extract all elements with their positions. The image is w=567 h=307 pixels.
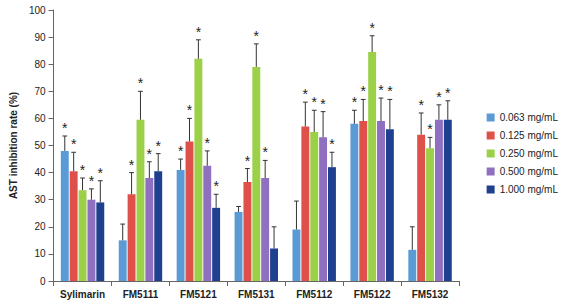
svg-text:*: * xyxy=(187,102,193,118)
svg-text:FM5132: FM5132 xyxy=(412,289,449,300)
svg-text:100: 100 xyxy=(29,5,46,16)
svg-text:*: * xyxy=(311,94,317,110)
svg-text:*: * xyxy=(205,135,211,151)
svg-text:*: * xyxy=(436,89,442,105)
svg-text:FM5112: FM5112 xyxy=(296,289,333,300)
svg-text:30: 30 xyxy=(34,194,46,205)
svg-text:60: 60 xyxy=(34,113,46,124)
svg-text:50: 50 xyxy=(34,140,46,151)
svg-text:*: * xyxy=(378,82,384,98)
svg-text:*: * xyxy=(254,28,260,44)
svg-text:FM5122: FM5122 xyxy=(354,289,391,300)
svg-text:70: 70 xyxy=(34,86,46,97)
svg-text:FM5131: FM5131 xyxy=(238,289,275,300)
svg-text:*: * xyxy=(71,136,77,152)
svg-text:*: * xyxy=(196,24,202,40)
svg-text:*: * xyxy=(147,146,153,162)
svg-text:*: * xyxy=(329,136,335,152)
svg-text:*: * xyxy=(178,143,184,159)
svg-text:10: 10 xyxy=(34,248,46,259)
svg-text:0: 0 xyxy=(40,276,46,287)
svg-text:Sylimarin: Sylimarin xyxy=(60,289,105,300)
svg-text:*: * xyxy=(352,94,358,110)
svg-text:1.000 mg/mL: 1.000 mg/mL xyxy=(500,184,559,195)
svg-text:90: 90 xyxy=(34,32,46,43)
svg-text:0.063 mg/mL: 0.063 mg/mL xyxy=(500,112,559,123)
svg-text:*: * xyxy=(213,178,219,194)
svg-text:*: * xyxy=(320,96,326,112)
svg-text:*: * xyxy=(445,85,451,101)
svg-text:*: * xyxy=(89,173,95,189)
svg-text:*: * xyxy=(138,75,144,91)
svg-text:*: * xyxy=(361,83,367,99)
svg-text:*: * xyxy=(427,121,433,137)
svg-text:80: 80 xyxy=(34,59,46,70)
svg-text:*: * xyxy=(62,120,68,136)
svg-text:*: * xyxy=(80,162,86,178)
svg-text:FM5121: FM5121 xyxy=(180,289,217,300)
svg-text:*: * xyxy=(387,83,393,99)
svg-text:0.125 mg/mL: 0.125 mg/mL xyxy=(500,130,559,141)
svg-text:*: * xyxy=(129,157,135,173)
svg-text:*: * xyxy=(155,138,161,154)
svg-text:0.500 mg/mL: 0.500 mg/mL xyxy=(500,166,559,177)
svg-text:*: * xyxy=(262,144,268,160)
svg-text:*: * xyxy=(418,97,424,113)
svg-text:*: * xyxy=(303,86,309,102)
svg-text:*: * xyxy=(369,20,375,36)
svg-text:40: 40 xyxy=(34,167,46,178)
svg-text:FM5111: FM5111 xyxy=(123,289,159,300)
svg-text:*: * xyxy=(245,153,251,169)
svg-text:*: * xyxy=(98,165,104,181)
svg-text:20: 20 xyxy=(34,221,46,232)
svg-text:0.250 mg/mL: 0.250 mg/mL xyxy=(500,148,559,159)
svg-text:AST inhibition rate (%): AST inhibition rate (%) xyxy=(8,92,19,199)
